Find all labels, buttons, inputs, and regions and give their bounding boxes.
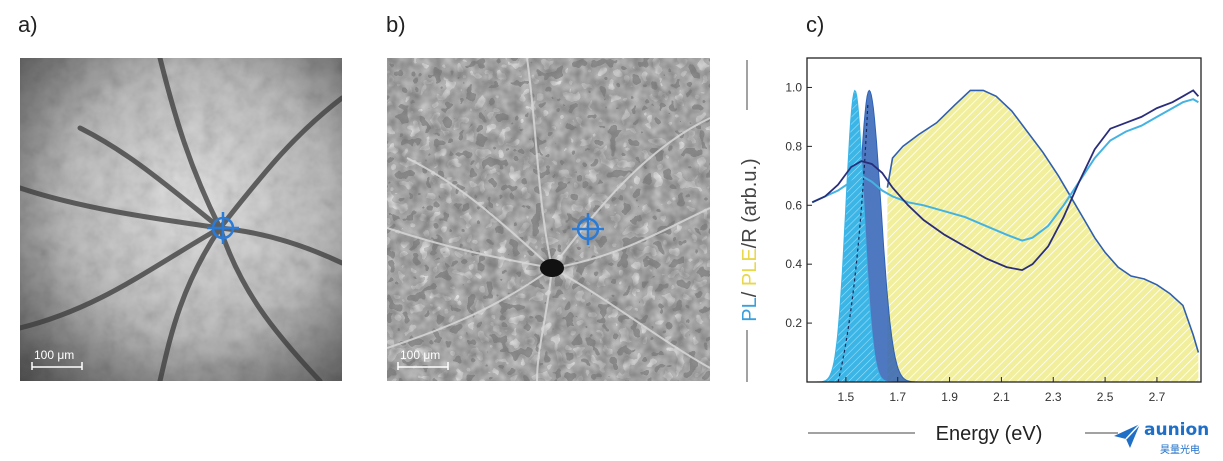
y-tick-label: 0.6 (785, 198, 802, 212)
reflectance-dark-line (811, 89, 1200, 272)
reticle-icon-a (207, 212, 239, 244)
scale-label-a: 100 μm (34, 348, 75, 362)
panel-label-b: b) (386, 12, 406, 37)
x-axis-label: Energy (eV) (936, 423, 1043, 445)
y-tick-label: 0.2 (785, 316, 802, 330)
logo-text: aunion (1144, 420, 1210, 440)
reflectance-light-line (811, 98, 1199, 242)
paper-plane-icon (1114, 423, 1141, 448)
x-tick-label: 2.7 (1149, 390, 1166, 404)
scale-label-b: 100 μm (400, 348, 441, 362)
pl-dashed-line (837, 102, 869, 382)
y-axis-label-part: /R (arb.u.) (739, 158, 761, 248)
micrograph-b (387, 58, 710, 381)
y-axis-label-part: / (739, 286, 761, 297)
aunion-logo: aunion 昊量光电 (1112, 418, 1216, 456)
y-tick-label: 0.4 (785, 257, 802, 271)
x-tick-label: 2.3 (1045, 390, 1062, 404)
panel-label-c: c) (806, 12, 825, 37)
ple-top-line (886, 89, 1200, 353)
reticle-icon-b (572, 213, 604, 245)
x-tick-label: 2.5 (1097, 390, 1114, 404)
y-axis-label: PL/ PLE/R (arb.u.) (739, 158, 761, 321)
x-tick-label: 1.9 (941, 390, 958, 404)
y-axis-label-part: PL (739, 297, 761, 321)
x-tick-label: 2.1 (993, 390, 1010, 404)
plot-frame (806, 57, 1202, 383)
x-tick-label: 1.5 (838, 390, 855, 404)
y-tick-label: 0.8 (785, 139, 802, 153)
energy-spectrum-chart: 0.2 0.4 0.6 0.8 1.0 1.5 1.7 1.9 2.1 2.3 2.5 2.7 Ener… (739, 57, 1202, 445)
ple-area (887, 90, 1199, 382)
micrograph-a (20, 58, 342, 381)
logo-subtext: 昊量光电 (1160, 445, 1200, 456)
x-tick-label: 1.7 (889, 390, 906, 404)
panel-label-a: a) (18, 12, 38, 37)
y-tick-label: 1.0 (785, 80, 802, 94)
y-axis-label-part: PLE (739, 248, 761, 286)
